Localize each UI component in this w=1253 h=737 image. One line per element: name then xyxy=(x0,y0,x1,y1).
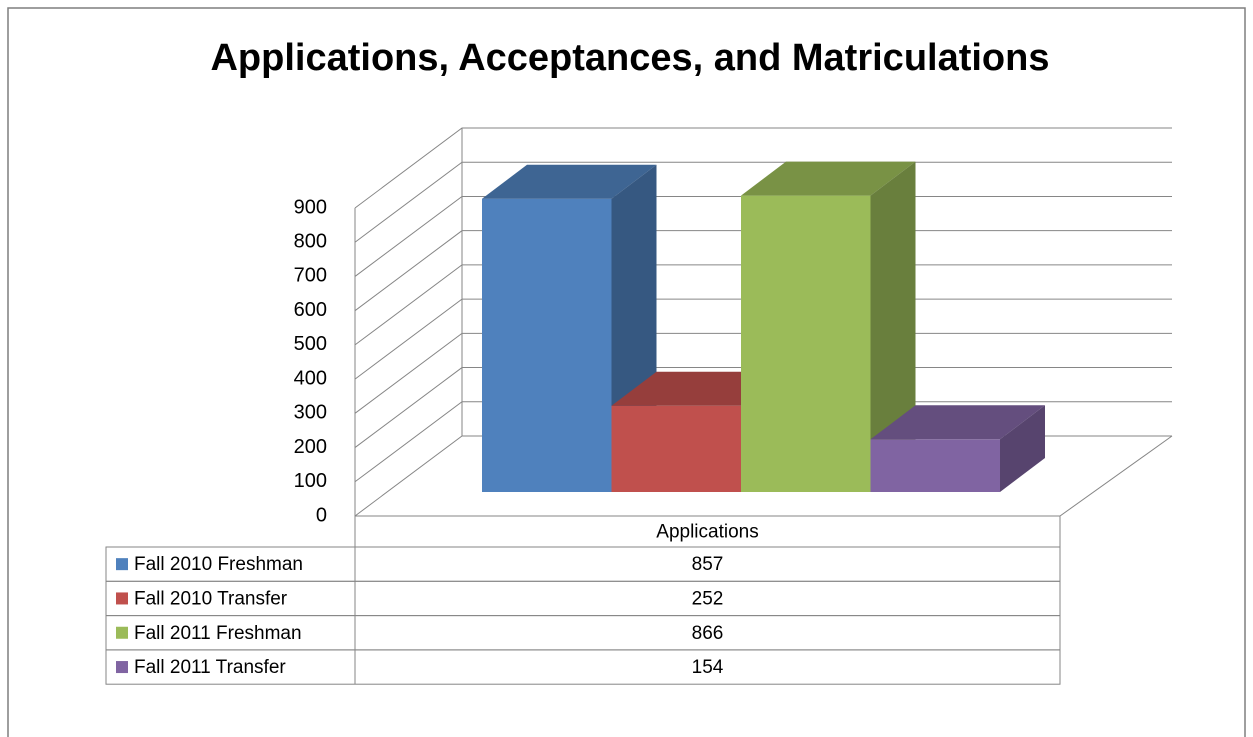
bar-front xyxy=(611,405,741,492)
legend-key xyxy=(116,558,128,571)
grid-line xyxy=(354,161,1172,243)
y-tick-label: 500 xyxy=(294,333,327,355)
chart-title: Applications, Acceptances, and Matricula… xyxy=(210,37,1049,79)
grid-line xyxy=(354,401,1172,483)
y-tick-label: 100 xyxy=(294,470,327,492)
bar-front xyxy=(741,195,871,492)
y-tick-label: 400 xyxy=(294,367,327,389)
grid-line xyxy=(354,230,1172,312)
grid-line xyxy=(354,264,1172,346)
table-row xyxy=(105,649,1061,685)
legend-label: Fall 2010 Freshman xyxy=(134,554,303,575)
legend-label: Fall 2010 Transfer xyxy=(134,588,288,609)
grid-line xyxy=(354,195,1172,277)
legend-key xyxy=(116,626,128,639)
table-value: 154 xyxy=(692,657,724,678)
table-value: 252 xyxy=(692,588,724,609)
category-label: Applications xyxy=(656,522,758,543)
legend-key xyxy=(116,661,128,674)
y-tick-label: 200 xyxy=(294,436,327,458)
table-value: 857 xyxy=(692,554,724,575)
bar-top xyxy=(741,161,916,196)
bar-top xyxy=(870,405,1045,440)
grid-line xyxy=(354,127,1172,209)
table-value: 866 xyxy=(692,623,724,644)
y-tick-label: 700 xyxy=(294,265,327,287)
y-tick-label: 0 xyxy=(316,504,327,526)
y-tick-label: 900 xyxy=(294,196,327,218)
grid-line xyxy=(354,298,1172,380)
y-tick-label: 800 xyxy=(294,231,327,253)
grid-line xyxy=(354,367,1172,448)
bar-side xyxy=(870,161,916,492)
bar-front xyxy=(482,198,612,492)
bar xyxy=(741,161,916,492)
grid-line xyxy=(354,332,1172,414)
legend-key xyxy=(116,592,128,605)
bar xyxy=(870,405,1045,492)
bar-top xyxy=(482,164,657,199)
legend-label: Fall 2011 Transfer xyxy=(134,657,286,678)
y-tick-label: 600 xyxy=(294,299,327,321)
bar-front xyxy=(870,439,1000,492)
bar-side xyxy=(1000,405,1045,492)
legend-label: Fall 2011 Freshman xyxy=(134,623,302,644)
y-tick-label: 300 xyxy=(294,402,327,424)
